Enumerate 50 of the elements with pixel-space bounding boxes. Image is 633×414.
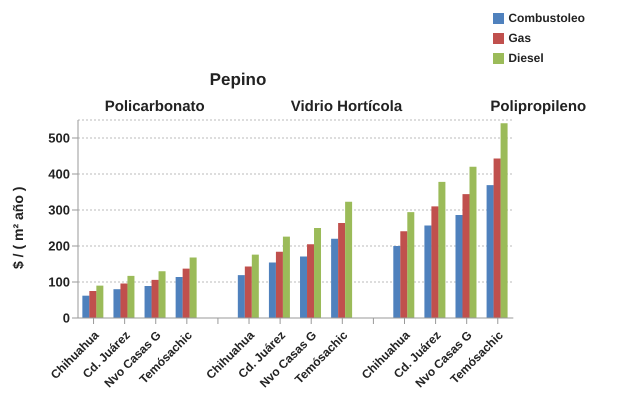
y-tick-label: 100 (48, 274, 70, 290)
legend-label: Diesel (508, 51, 544, 65)
y-tick-label: 0 (62, 310, 70, 326)
legend-label: Gas (508, 31, 532, 45)
text: Vidrio Hortícola (290, 98, 404, 115)
bar (407, 212, 414, 318)
bar (96, 286, 104, 318)
bar (82, 296, 90, 318)
text: Policarbonato (104, 98, 206, 115)
y-tick-label: 200 (48, 238, 70, 254)
text: Polipropileno (489, 98, 588, 115)
bar (176, 276, 183, 318)
bar (455, 215, 462, 318)
bar (113, 289, 120, 318)
bar (486, 185, 494, 318)
y-axis-title: $ / ( m² año ) (10, 186, 26, 269)
bar (462, 194, 470, 318)
bar (331, 238, 338, 318)
bar (300, 256, 308, 318)
bar (127, 276, 134, 318)
bar (400, 231, 408, 318)
bar (345, 202, 352, 318)
bar (424, 225, 432, 318)
bar (469, 166, 476, 318)
bar (494, 158, 501, 318)
bar (307, 244, 314, 318)
bar (276, 252, 283, 318)
bar (182, 268, 190, 318)
bar (268, 262, 276, 318)
bar (144, 286, 152, 318)
y-tick-label: 300 (48, 202, 70, 218)
bar (238, 275, 245, 318)
bar (282, 236, 290, 318)
bar (393, 246, 400, 318)
legend-label: Combustoleo (508, 11, 585, 25)
chart-title: Pepino (208, 70, 268, 90)
y-tick-label: 400 (48, 166, 70, 182)
bar (244, 266, 252, 318)
y-tick-label: 500 (48, 130, 70, 146)
bar (314, 228, 322, 318)
bar (152, 280, 159, 318)
bar (500, 123, 508, 318)
bar (438, 182, 446, 318)
bar (431, 206, 438, 318)
bar (338, 222, 346, 318)
bar (120, 283, 128, 318)
bar (190, 258, 197, 318)
bar (89, 291, 96, 318)
bar (252, 254, 259, 318)
bar (158, 271, 166, 318)
